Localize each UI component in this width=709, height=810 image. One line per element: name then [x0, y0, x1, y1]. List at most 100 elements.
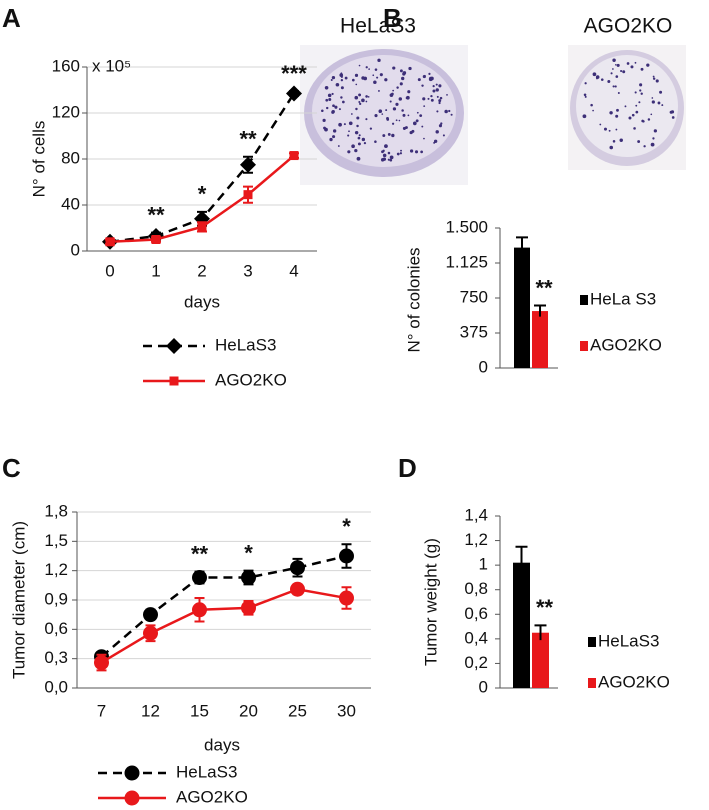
colony: [652, 75, 655, 78]
colony: [615, 75, 619, 78]
colony: [340, 75, 343, 78]
y-axis-title: Tumor weight (g): [421, 538, 440, 666]
colony: [337, 145, 340, 147]
colony: [363, 141, 367, 145]
colony: [609, 145, 614, 150]
colony: [436, 110, 439, 113]
colony: [391, 122, 395, 125]
colony: [356, 116, 360, 120]
marker: [192, 570, 207, 586]
colony: [438, 101, 441, 105]
colony: [653, 129, 657, 133]
colony: [444, 109, 448, 114]
colony: [637, 140, 641, 143]
colony: [440, 122, 443, 125]
colony: [600, 78, 604, 81]
colony: [399, 82, 403, 86]
colony: [358, 93, 362, 97]
colony: [354, 148, 358, 153]
colony: [389, 100, 392, 103]
marker: [197, 222, 207, 232]
colony: [355, 83, 358, 86]
colony: [395, 119, 398, 122]
legend-marker: [580, 295, 588, 305]
colony: [435, 88, 439, 92]
colony: [386, 117, 389, 120]
y-tick-label: 0,6: [464, 604, 488, 623]
colony: [380, 158, 385, 162]
colony: [650, 113, 653, 116]
colony: [652, 137, 655, 140]
marker: [241, 600, 256, 616]
colony: [620, 69, 623, 73]
marker: [243, 190, 253, 200]
y-tick-label: 0: [71, 240, 80, 259]
y-axis-title: Tumor diameter (cm): [9, 521, 28, 679]
y-tick-label: 1,8: [44, 501, 68, 520]
colony: [417, 78, 421, 82]
legend-marker: [124, 790, 140, 806]
colony: [612, 58, 616, 62]
colony: [378, 89, 380, 92]
colony: [670, 110, 675, 114]
colony: [324, 85, 329, 90]
colony: [340, 79, 344, 82]
x-tick-label: 7: [97, 701, 106, 720]
plate-images: HeLaS3 AGO2KO: [300, 15, 686, 185]
colony: [583, 93, 587, 97]
colony: [592, 72, 597, 77]
y-tick-label: 1.500: [445, 217, 488, 236]
colony: [421, 125, 424, 128]
colony: [638, 101, 641, 104]
series-line: [100, 587, 347, 664]
marker: [289, 151, 299, 161]
marker: [240, 156, 256, 173]
x-axis-title: days: [184, 292, 220, 311]
colony: [635, 104, 638, 107]
legend-marker: [588, 637, 596, 647]
colony: [356, 124, 359, 128]
colony: [332, 104, 335, 108]
colony: [387, 151, 391, 155]
legend-label: AGO2KO: [176, 787, 248, 806]
colony: [405, 97, 408, 100]
colony: [369, 127, 373, 130]
marker: [143, 607, 158, 623]
colony: [448, 109, 451, 113]
colony: [423, 105, 426, 108]
colony: [603, 127, 607, 131]
y-tick-label: 160: [52, 56, 80, 75]
legend-marker: [166, 338, 182, 354]
significance: *: [244, 540, 253, 565]
colony: [391, 133, 395, 138]
colony: [328, 98, 332, 102]
colony: [639, 83, 643, 87]
colony: [374, 140, 377, 143]
colony: [450, 113, 453, 116]
colony: [344, 76, 348, 80]
colony: [378, 109, 383, 113]
y-tick-label: 750: [460, 287, 488, 306]
x-tick-label: 0: [105, 261, 114, 280]
colony: [356, 156, 361, 161]
colony: [416, 111, 419, 114]
colony: [582, 114, 587, 119]
colony: [322, 118, 326, 122]
y-tick-label: 1,5: [44, 531, 68, 550]
panel-letter: A: [2, 3, 21, 33]
colony: [399, 97, 402, 100]
colony: [402, 113, 406, 117]
x-tick-label: 25: [288, 701, 307, 720]
colony: [392, 66, 396, 70]
y-tick-label: 375: [460, 322, 488, 341]
y-axis-title: N° of colonies: [404, 247, 423, 352]
colony: [379, 73, 383, 77]
marker: [339, 548, 354, 564]
panel-letter: D: [398, 453, 417, 483]
colony: [389, 93, 394, 97]
colony: [389, 155, 394, 160]
colony: [640, 92, 643, 95]
colony: [651, 97, 654, 99]
colony: [340, 86, 344, 90]
